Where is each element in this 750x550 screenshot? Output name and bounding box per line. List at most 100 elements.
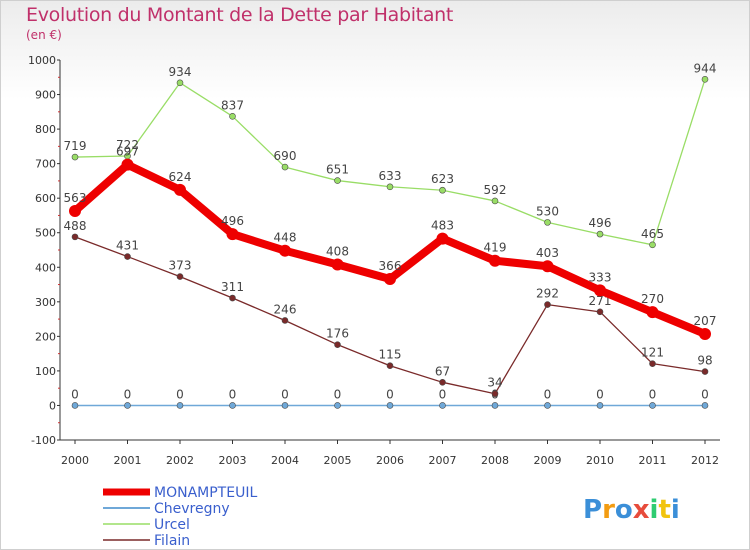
data-label: 465	[641, 227, 664, 241]
data-point	[121, 158, 134, 171]
legend-label: MONAMPTEUIL	[154, 485, 257, 501]
y-tick-label: 900	[35, 89, 56, 102]
data-label: 448	[274, 231, 297, 245]
data-label: 98	[697, 354, 712, 368]
data-label: 0	[701, 387, 709, 401]
y-tick-label: 300	[35, 296, 56, 309]
data-point	[176, 273, 184, 280]
data-point	[176, 79, 184, 87]
data-label: 0	[176, 387, 184, 401]
x-tick-label: 2009	[534, 454, 562, 467]
data-label: 837	[221, 98, 244, 112]
data-point	[174, 183, 186, 196]
data-label: 483	[431, 219, 454, 233]
data-label: 0	[439, 387, 447, 401]
data-label: 0	[124, 387, 132, 401]
data-point	[491, 402, 499, 409]
y-tick-label: 400	[35, 261, 56, 274]
data-label: 0	[596, 387, 604, 401]
data-point	[544, 301, 551, 308]
x-tick-label: 2001	[114, 454, 142, 467]
data-label: 944	[694, 61, 717, 75]
data-point	[701, 76, 709, 83]
data-label: 270	[641, 292, 664, 306]
data-label: 623	[431, 172, 454, 186]
data-label: 563	[64, 191, 87, 205]
data-label: 373	[169, 259, 192, 273]
data-label: 0	[71, 387, 79, 401]
data-label: 34	[487, 376, 502, 390]
data-point	[69, 204, 81, 217]
data-point	[71, 233, 79, 241]
data-label: 0	[386, 387, 394, 401]
data-label: 311	[221, 280, 244, 294]
x-tick-label: 2006	[376, 454, 404, 467]
data-point	[331, 258, 344, 271]
data-label: 0	[334, 387, 342, 401]
legend-item: Filain	[103, 533, 190, 549]
data-point	[439, 402, 446, 409]
data-label: 633	[379, 169, 402, 183]
data-label: 530	[536, 204, 559, 218]
data-point	[701, 402, 709, 409]
data-label: 121	[641, 346, 664, 360]
x-tick-label: 2010	[586, 454, 614, 467]
data-label: 366	[379, 259, 402, 273]
y-tick-label: 600	[35, 192, 56, 205]
series-monampteuil: 563 697 624 496 448 408 366 483 419 403 333 270 207	[64, 145, 717, 340]
y-tick-label: 0	[49, 399, 56, 412]
data-point	[229, 294, 236, 302]
data-point	[384, 273, 396, 286]
data-point	[386, 402, 394, 409]
data-label: 0	[229, 387, 237, 401]
legend-item: Chevregny	[103, 501, 230, 517]
proxiti-logo: Proxiti	[583, 495, 680, 525]
x-tick-label: 2000	[61, 454, 89, 467]
data-label: 431	[116, 239, 139, 253]
data-point	[439, 186, 446, 194]
data-point	[594, 284, 606, 297]
y-tick-label: 1000	[28, 54, 56, 67]
legend-label: Chevregny	[154, 501, 230, 517]
data-label: 176	[326, 327, 349, 341]
data-label: 292	[536, 287, 559, 301]
data-point	[334, 177, 341, 184]
x-tick-label: 2004	[271, 454, 299, 467]
x-tick-label: 2002	[166, 454, 194, 467]
data-label: 690	[274, 149, 297, 163]
data-label: 207	[694, 314, 717, 328]
series-filain: 488 431 373 311 246 176 115 67 34 292 271 121 98	[64, 219, 713, 398]
y-tick-label: 700	[35, 158, 56, 171]
data-point	[436, 232, 449, 245]
data-point	[544, 402, 551, 409]
data-point	[229, 113, 236, 120]
x-tick-label: 2011	[639, 454, 667, 467]
y-tick-label: -100	[31, 434, 56, 447]
y-tick-label: 100	[35, 365, 56, 378]
data-point	[544, 219, 551, 226]
data-point	[281, 402, 289, 409]
data-point	[71, 402, 79, 409]
x-tick-label: 2007	[429, 454, 457, 467]
data-point	[646, 306, 659, 319]
data-point	[226, 228, 239, 241]
data-point	[701, 368, 709, 375]
legend-label: Urcel	[154, 517, 190, 533]
data-point	[281, 163, 289, 171]
data-label: 488	[64, 219, 87, 233]
data-point	[439, 379, 446, 386]
data-label: 67	[435, 364, 450, 378]
series-layer: 0000000000000488431373311246176115673429…	[64, 61, 717, 409]
data-point	[489, 254, 501, 267]
data-point	[649, 402, 656, 409]
series-chevregny: 0000000000000	[71, 387, 709, 409]
data-label: 0	[281, 387, 289, 401]
data-label: 0	[649, 387, 657, 401]
data-point	[229, 402, 236, 409]
data-label: 115	[379, 348, 402, 362]
y-tick-label: 200	[35, 330, 56, 343]
data-label: 496	[589, 216, 612, 230]
y-tick-label: 800	[35, 123, 56, 136]
